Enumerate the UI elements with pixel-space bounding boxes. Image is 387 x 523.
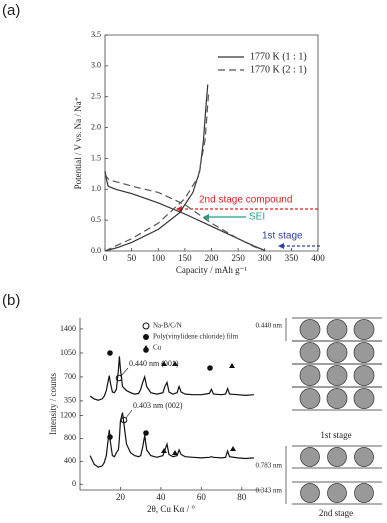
annotation: 0.403 nm (002) [133, 401, 183, 410]
atom [326, 388, 348, 409]
y-tick-label: 2.0 [91, 122, 101, 131]
legend-label: Cu [153, 344, 162, 352]
atom [300, 483, 320, 503]
stage-diagram: 0.440 nm 1st stage 0.783 nm 0.343 nm 2nd… [256, 317, 382, 518]
x-tick-label: 250 [231, 253, 245, 263]
annotation: SEI [249, 212, 265, 223]
atom [327, 483, 347, 503]
x-tick-label: 60 [197, 492, 207, 502]
arrow-head [278, 243, 284, 249]
spacing-label: 0.343 nm [256, 487, 283, 495]
y-tick-label: 700 [64, 372, 76, 381]
atom [353, 319, 375, 340]
legend-label: 1770 K (1 : 1) [250, 51, 307, 62]
stage-label: 1st stage [320, 430, 351, 440]
y-tick-label: 1400 [60, 324, 76, 333]
y-tick-label: 1050 [60, 348, 76, 357]
x-tick-label: 100 [152, 253, 166, 263]
y-tick-label: 3.0 [91, 61, 101, 70]
atom [353, 342, 375, 363]
x-axis-label: 2θ, Cu Kα / ° [147, 504, 195, 514]
arrow-head [203, 214, 209, 220]
data-line [89, 412, 254, 468]
legend-label: Poly(vinylidene chloride) film [153, 333, 239, 341]
y-tick-label: 1.0 [91, 184, 101, 193]
spacing-label: 0.783 nm [256, 462, 283, 470]
y-tick-label: 0.0 [91, 246, 101, 255]
spacing-label: 0.440 nm [256, 322, 283, 330]
atom [354, 447, 374, 467]
x-tick-label: 200 [205, 253, 219, 263]
x-tick-label: 350 [285, 253, 299, 263]
xrd-legend: Na-B/C/N Poly(vinylidene chloride) film … [142, 322, 239, 352]
annotation: 0.440 nm (001) [129, 359, 179, 368]
x-tick-label: 50 [127, 253, 137, 263]
peak-markers: 0.440 nm (001) 0.403 nm (002) [107, 347, 236, 455]
y-tick-label: 1200 [60, 410, 76, 419]
panel-label: (a) [2, 2, 20, 19]
legend-label: 1770 K (2 : 1) [250, 64, 307, 75]
y-tick-label: 350 [64, 396, 76, 405]
data-line [104, 84, 266, 252]
y-tick-label: 3.5 [91, 30, 101, 39]
y-tick-label: 800 [64, 433, 76, 442]
y-axis-label: Potential / V vs. Na / Na⁺ [73, 96, 83, 189]
x-tick-label: 400 [311, 253, 325, 263]
legend-symbol [143, 334, 149, 340]
y-tick-label: 0 [72, 479, 76, 488]
y-tick-label: 400 [64, 456, 76, 465]
y-axis-label: Intensity / counts [48, 373, 58, 435]
legend-label: Na-B/C/N [153, 322, 182, 330]
atom [353, 365, 375, 386]
stage-label: 2nd stage [319, 508, 353, 518]
x-tick-label: 150 [178, 253, 192, 263]
data-line [104, 90, 263, 252]
panel-label: (b) [2, 292, 20, 309]
data-line [89, 356, 254, 401]
atom [299, 365, 321, 386]
y-tick-label: 0.5 [91, 215, 101, 224]
atom [299, 388, 321, 409]
atom [299, 319, 321, 340]
y-tick-label: 2.5 [91, 92, 101, 101]
atom [326, 342, 348, 363]
atom [326, 365, 348, 386]
legend-symbol [142, 322, 150, 330]
x-tick-label: 80 [237, 492, 247, 502]
x-tick-label: 20 [116, 492, 126, 502]
annotation: 1st stage [262, 231, 303, 242]
atom [300, 447, 320, 467]
atom [299, 342, 321, 363]
atom [354, 483, 374, 503]
atom [353, 388, 375, 409]
atom [326, 319, 348, 340]
annotation: 2nd stage compound [199, 195, 292, 206]
annotations-a: 2nd stage compound SEI 1st stage [176, 195, 320, 249]
x-tick-label: 0 [103, 253, 108, 263]
atom [327, 447, 347, 467]
x-tick-label: 40 [156, 492, 166, 502]
x-tick-label: 300 [258, 253, 272, 263]
y-tick-label: 1.5 [91, 153, 101, 162]
x-axis-label: Capacity / mAh g⁻¹ [176, 265, 247, 275]
